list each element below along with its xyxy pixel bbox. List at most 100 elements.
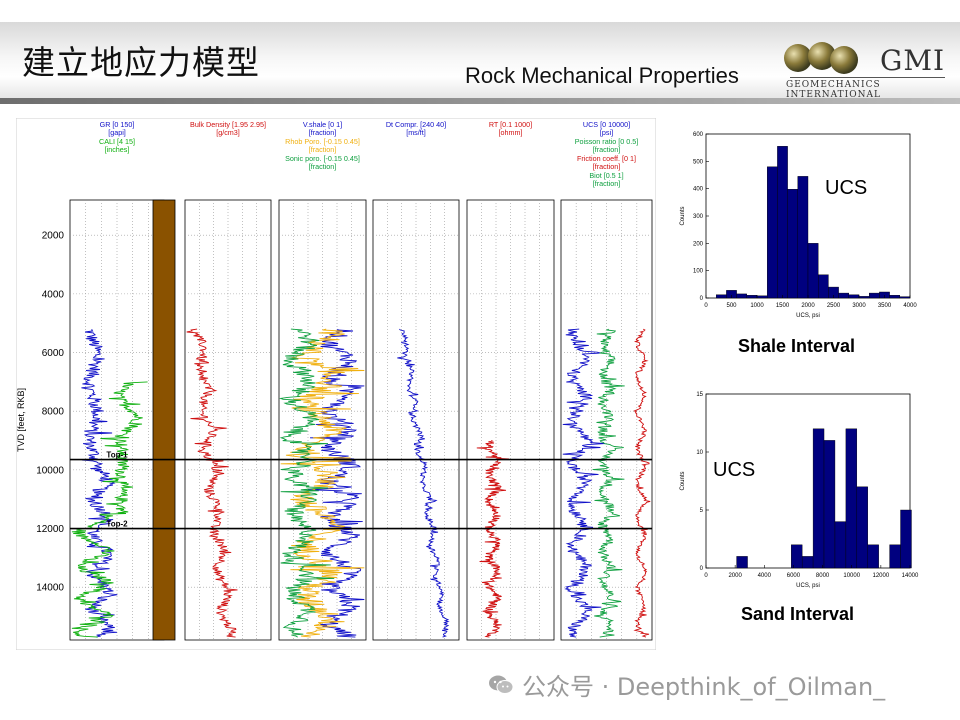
sand-hist-x-tick-label: 6000 [787, 573, 801, 579]
sand-interval-caption: Sand Interval [741, 604, 855, 624]
shale-hist-y-tick-label: 0 [700, 296, 704, 302]
shale-hist-x-tick-label: 500 [726, 303, 737, 309]
well-log-plot: TVD [feet, RKB] 2000 4000 6000 8000 10000 1200… [16, 118, 656, 650]
shale-hist-bar [817, 274, 829, 299]
sand-hist-bar [823, 440, 836, 569]
depth-tick-label: 8000 [42, 407, 65, 418]
sand-hist-x-tick-label: 2000 [728, 573, 742, 579]
depth-tick-label: 2000 [42, 231, 65, 242]
depth-tick-label: 12000 [36, 524, 64, 535]
track-dt-compr-curve-unit: [ms/ft] [406, 128, 426, 137]
shale-hist-title: UCS [825, 177, 867, 199]
track-porosity-curve-label: Sonic poro. [-0.15 0.45] [285, 154, 360, 163]
shale-hist-x-axis-label: UCS, psi [796, 313, 820, 319]
track-ucs-poisson-curve-unit: [fraction] [593, 145, 621, 154]
track-ucs-poisson-curve-label: UCS [0 10000] [583, 120, 630, 129]
sand-hist-bar [867, 544, 879, 569]
sand-ucs-histogram: 0 2000 4000 6000 8000 10000 12000 14000 0 5 10 15 UC… [680, 392, 919, 589]
track-ucs-poisson-curve-label: Biot [0.5 1] [589, 171, 623, 180]
track-ucs-poisson-curve-unit: [psi] [600, 128, 613, 137]
track-porosity-curve-label: Rhob Poro. [-0.15 0.45] [285, 137, 360, 146]
shale-hist-x-tick-label: 2000 [801, 303, 815, 309]
shale-hist-y-tick-label: 200 [693, 241, 704, 247]
track-gr-cali-curve-unit: [inches] [105, 145, 130, 154]
track-gr-cali-curve [81, 328, 118, 638]
shale-hist-x-tick-label: 2500 [827, 303, 841, 309]
sand-hist-plot-area [705, 393, 911, 569]
shale-hist-x-tick-label: 1000 [750, 303, 764, 309]
header-rule [0, 98, 960, 104]
shale-hist-x-tick-label: 1500 [776, 303, 790, 309]
track-porosity-curve-unit: [fraction] [309, 162, 337, 171]
track-ucs-poisson-curve [592, 328, 625, 638]
track-ucs-poisson-curve-label: Poisson ratio [0 0.5] [575, 137, 639, 146]
shale-hist-x-tick-label: 3000 [852, 303, 866, 309]
sand-hist-x-tick-label: 8000 [816, 573, 830, 579]
lithology-column [152, 199, 176, 641]
track-ucs-poisson-curve-unit: [fraction] [593, 162, 621, 171]
track-gr-cali-curve-label: CALI [4 15] [99, 137, 135, 146]
sand-hist-y-tick-label: 15 [696, 392, 703, 398]
track-ucs-poisson-curve [562, 328, 606, 638]
shale-hist-bar [848, 294, 860, 299]
logo-subtitle: GEOMECHANICS INTERNATIONAL [786, 80, 881, 100]
depth-tick-label: 14000 [36, 583, 64, 594]
shale-hist-bar [777, 146, 788, 299]
shale-hist-bar [756, 295, 768, 299]
sand-hist-x-tick-label: 0 [704, 573, 708, 579]
track-porosity-curve [307, 328, 365, 638]
shale-hist-y-tick-label: 300 [693, 214, 704, 220]
track-gr-cali-curve-unit: [gapi] [108, 128, 126, 137]
sand-hist-x-axis-label: UCS, psi [796, 583, 820, 589]
shale-hist-y-axis-label: Counts [680, 206, 686, 225]
shale-hist-y-tick-label: 100 [693, 269, 704, 275]
shale-hist-bar [787, 189, 798, 299]
shale-hist-bar [868, 292, 880, 299]
track-porosity-curve-label: V.shale [0 1] [303, 120, 342, 129]
sand-hist-bar [736, 556, 748, 569]
depth-tick-label: 6000 [42, 348, 65, 359]
sand-hist-bar [812, 428, 825, 569]
shale-hist-x-tick-label: 0 [704, 303, 708, 309]
shale-hist-bar [746, 295, 758, 299]
depth-tick-label: 4000 [42, 289, 65, 300]
wechat-icon [489, 675, 514, 694]
logo-text: GMI [880, 44, 946, 77]
track-resistivity-curve-label: RT [0.1 1000] [489, 120, 532, 129]
shale-hist-y-tick-label: 600 [693, 132, 704, 138]
sand-hist-bar [856, 486, 868, 569]
sand-hist-x-tick-label: 10000 [843, 573, 860, 579]
depth-axis-label: TVD [feet, RKB] [16, 388, 26, 452]
watermark-text: 公众号 · Deepthink_of_Oilman_ [522, 673, 886, 701]
shale-hist-y-tick-label: 400 [693, 187, 704, 193]
globe-logo-icon [784, 42, 858, 74]
shale-hist-bar [797, 176, 809, 299]
shale-ucs-histogram: 0 500 1000 1500 2000 2500 3000 3500 4000 0 100 200 3… [680, 132, 917, 319]
track-ucs-poisson-curve [633, 328, 651, 638]
track-dt-compr-curve [397, 328, 450, 638]
depth-tick-label: 10000 [36, 465, 64, 476]
track-gr-cali-curve [71, 381, 148, 638]
shale-hist-bar [736, 293, 747, 299]
sand-hist-y-axis-label: Counts [680, 471, 686, 490]
track-gr-cali-curve-label: GR [0 150] [100, 120, 135, 129]
shale-hist-x-tick-label: 4000 [903, 303, 917, 309]
shale-hist-bar [716, 294, 727, 299]
sand-hist-x-tick-label: 14000 [902, 573, 919, 579]
track-dt-compr-curve-label: Dt Compr. [240 40] [386, 120, 446, 129]
sand-hist-bar [889, 544, 901, 569]
sand-hist-y-tick-label: 0 [700, 566, 704, 572]
sand-hist-x-tick-label: 4000 [758, 573, 772, 579]
sand-hist-bar [801, 556, 814, 569]
shale-hist-bar [807, 243, 819, 299]
track-bulk-density-curve-unit: [g/cm3] [216, 128, 240, 137]
shale-hist-bar [838, 292, 850, 299]
track-porosity-curve-unit: [fraction] [309, 128, 337, 137]
formation-top-label: Top-2 [106, 520, 128, 529]
track-bulk-density-curve [186, 328, 238, 638]
logo-divider [790, 77, 945, 78]
track-porosity-curve [280, 328, 365, 638]
track-ucs-poisson-curve-unit: [fraction] [593, 179, 621, 188]
track-bulk-density-curve-label: Bulk Density [1.95 2.95] [190, 120, 266, 129]
track-resistivity-curve-unit: [ohmm] [499, 128, 523, 137]
